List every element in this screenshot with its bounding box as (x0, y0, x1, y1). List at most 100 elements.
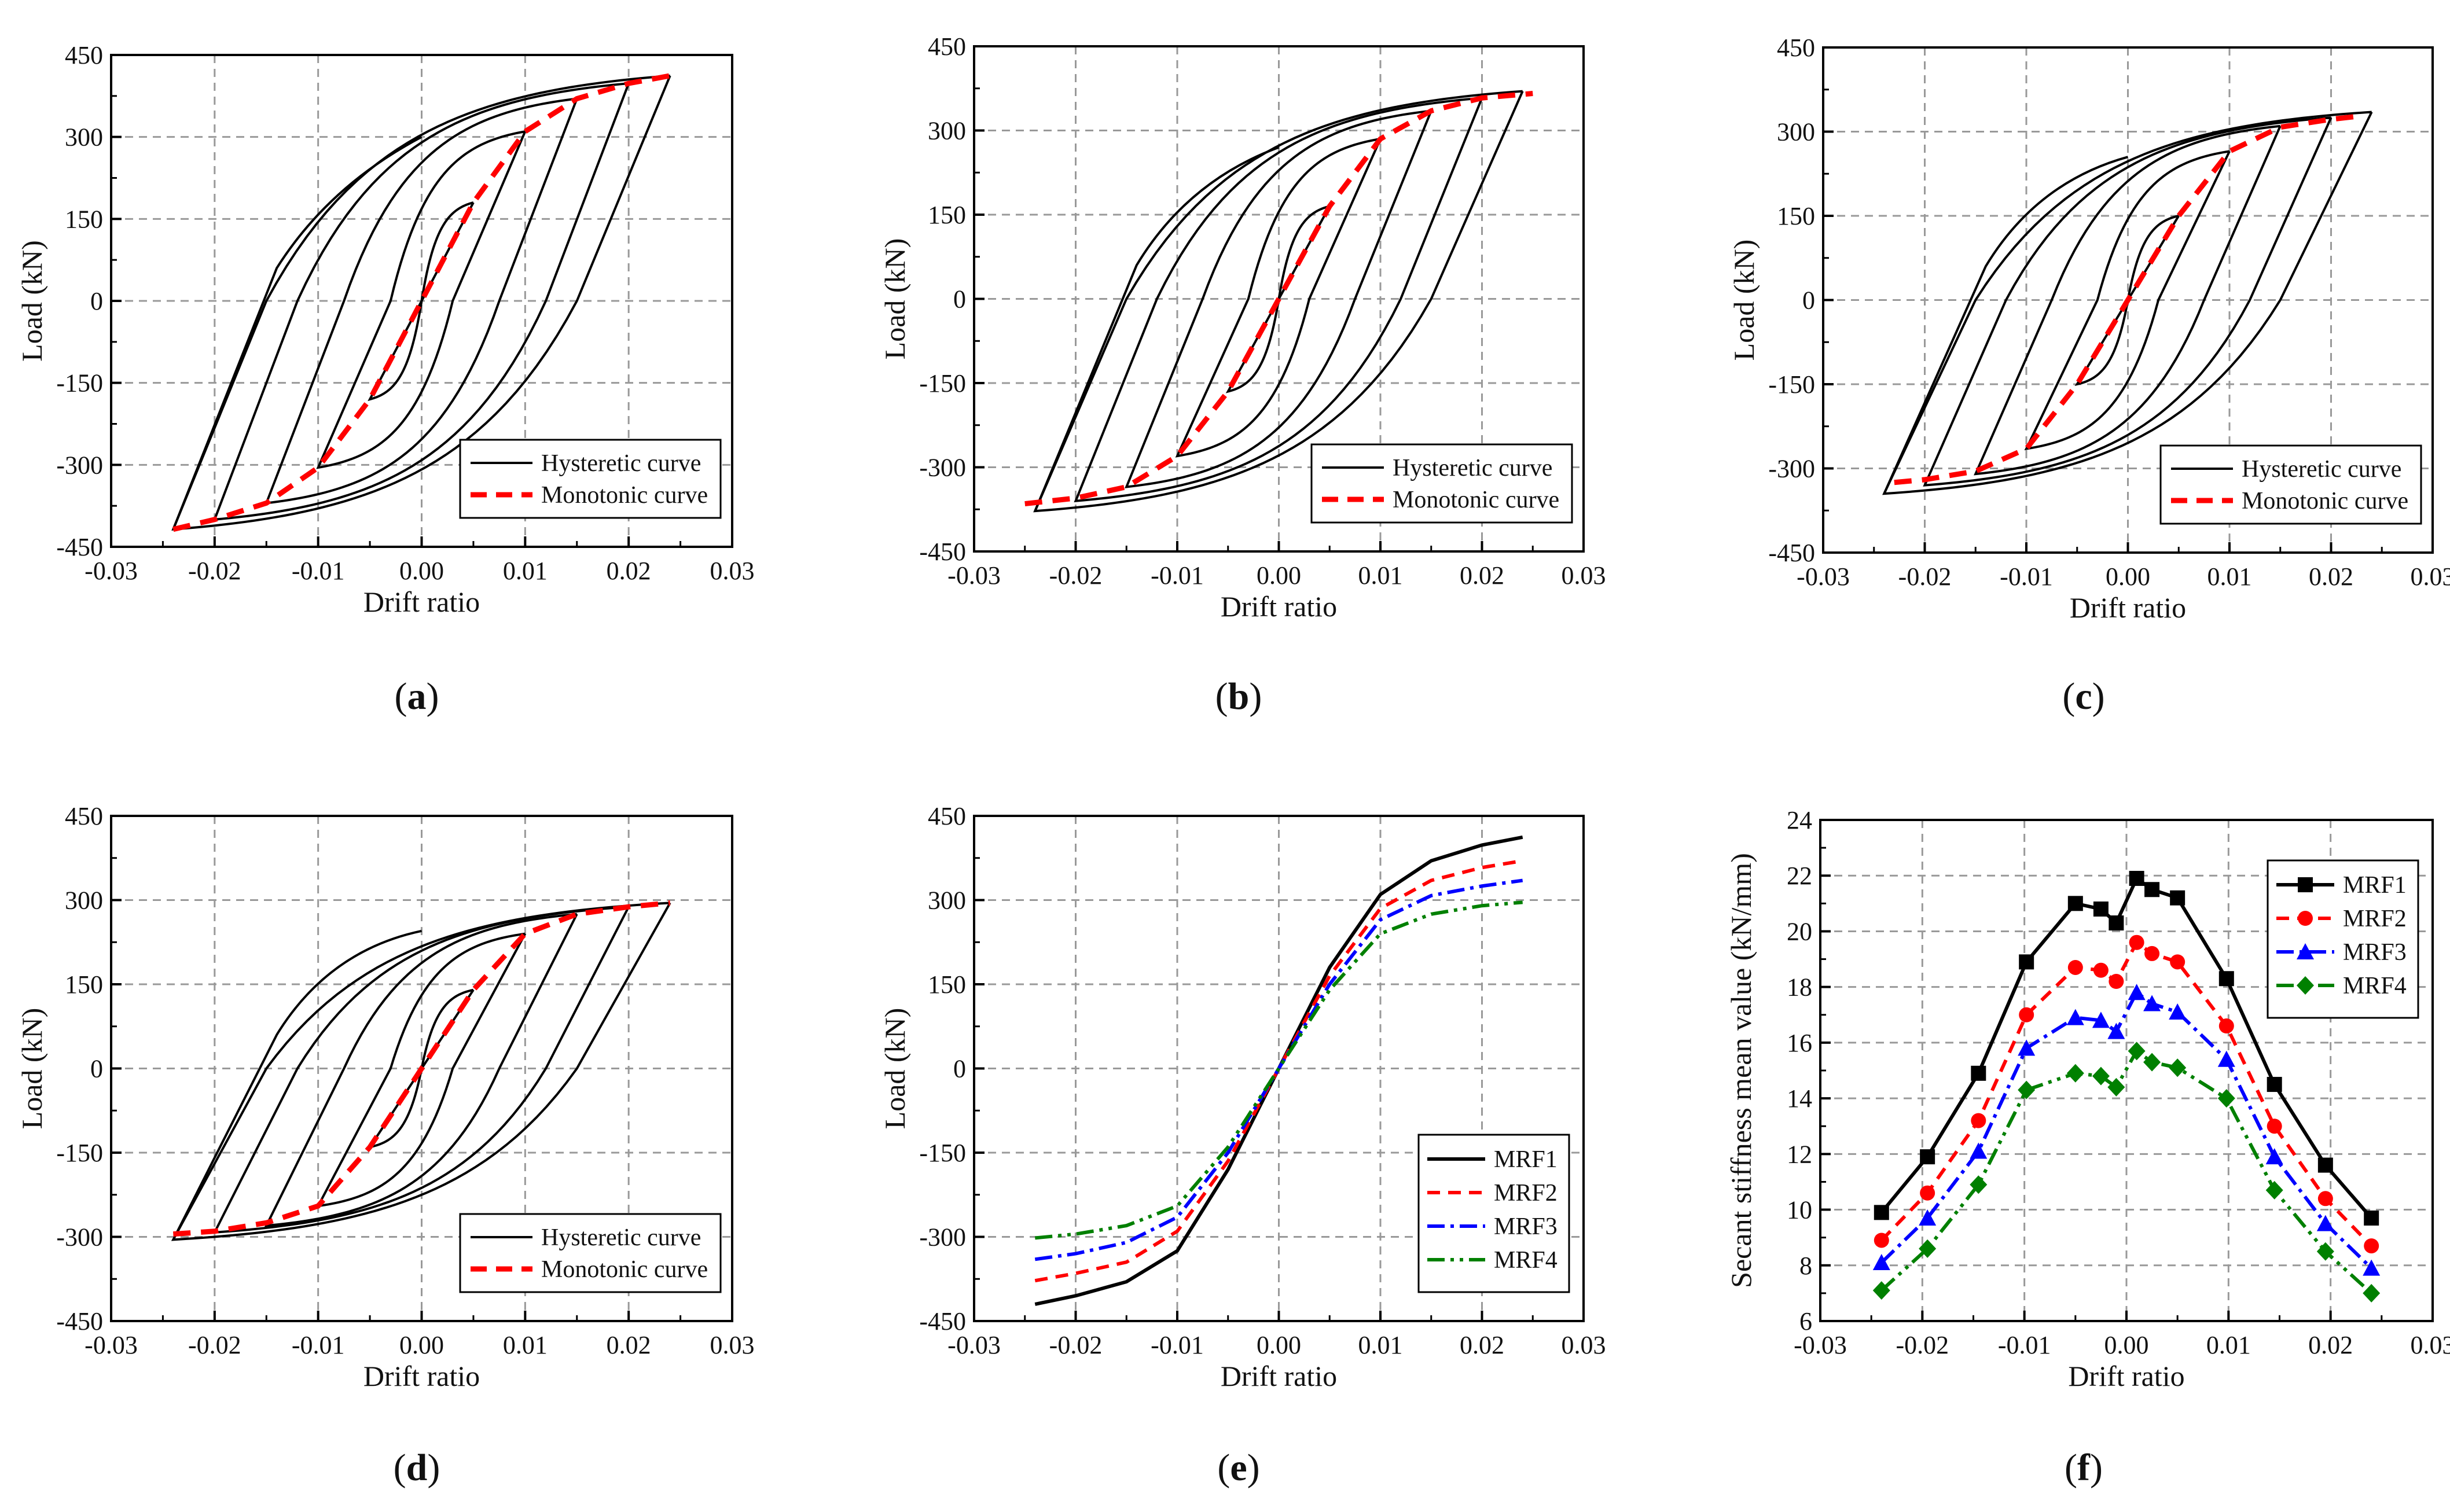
x-tick-label: 0.02 (2308, 1331, 2353, 1359)
x-tick-label: -0.03 (1797, 562, 1850, 591)
legend-box (2267, 859, 2419, 1019)
data-point-mrf2 (1920, 1185, 1935, 1201)
panel-caption-part: ( (1215, 675, 1228, 718)
data-point-mrf3 (2265, 1148, 2283, 1165)
data-point-mrf2 (2109, 974, 2124, 989)
data-point-mrf3 (1872, 1253, 1890, 1270)
y-tick-label: -450 (919, 1307, 966, 1336)
panel-caption-part: ) (427, 1447, 440, 1489)
data-point-mrf1 (2019, 954, 2034, 970)
x-tick-label: -0.02 (1896, 1331, 1949, 1359)
monotonic-curve (172, 900, 671, 1237)
y-tick-label: 18 (1787, 973, 1812, 1002)
data-point-mrf4 (1872, 1281, 1890, 1300)
x-tick-label: 0.01 (503, 1331, 548, 1359)
x-tick-label: 0.00 (1257, 1331, 1301, 1359)
y-tick-label: 0 (953, 285, 966, 314)
legend-label: MRF2 (1494, 1180, 1558, 1206)
legend-label: Hysteretic curve (541, 1224, 701, 1251)
data-point-mrf1 (2067, 896, 2083, 911)
y-tick-label: -300 (919, 1223, 966, 1252)
legend-box (459, 439, 722, 519)
data-point-mrf2 (2170, 954, 2185, 970)
y-tick-label: 0 (90, 287, 103, 315)
x-tick-label: -0.02 (1898, 562, 1952, 591)
panel-caption-part: ) (1247, 1447, 1260, 1489)
legend-label: MRF3 (2343, 939, 2407, 966)
y-tick-label: -150 (919, 369, 966, 398)
x-tick-label: -0.02 (188, 1331, 241, 1359)
y-tick-label: 22 (1787, 862, 1812, 890)
y-tick-label: 150 (928, 201, 966, 229)
panel-caption-part: e (1230, 1447, 1247, 1489)
hysteretic-initial-branch (172, 929, 422, 1241)
x-tick-label: 0.03 (1562, 561, 1606, 590)
legend-marker (2297, 943, 2314, 959)
x-tick-label: -0.01 (292, 1331, 345, 1359)
y-tick-label: 450 (65, 802, 103, 830)
x-tick-label: -0.01 (2000, 562, 2053, 591)
chart-panel-f: -0.03 -0.02 -0.01 0.00 0.01 0.02 0.03 6 8 10 12 14 1… (1725, 806, 2450, 1489)
panel-caption-part: a (407, 675, 427, 718)
data-point-mrf3 (2092, 1011, 2110, 1028)
x-tick-label: -0.01 (1998, 1331, 2051, 1359)
plot-frame (973, 815, 1585, 1322)
legend-label: Monotonic curve (541, 1256, 708, 1283)
panel-caption-part: b (1228, 675, 1250, 718)
data-point-mrf3 (2143, 995, 2161, 1011)
data-point-mrf4 (2107, 1077, 2125, 1097)
data-point-mrf2 (2317, 1191, 2333, 1206)
x-tick-label: -0.02 (188, 557, 241, 585)
x-tick-label: 0.00 (399, 1331, 444, 1359)
hysteretic-initial-branch (1883, 156, 2129, 494)
data-point-mrf2 (2364, 1238, 2379, 1254)
x-tick-label: 0.02 (607, 557, 651, 585)
y-tick-label: 150 (65, 970, 103, 999)
y-axis-title: Load (kN) (16, 240, 48, 362)
data-point-mrf1 (2109, 915, 2124, 931)
legend-label: Monotonic curve (541, 482, 708, 509)
y-tick-label: 450 (65, 41, 103, 69)
y-tick-label: 8 (1799, 1252, 1812, 1280)
x-tick-label: -0.03 (947, 561, 1001, 590)
hysteretic-loop (1074, 97, 1483, 502)
data-point-mrf1 (1874, 1205, 1889, 1220)
x-tick-label: 0.00 (2106, 562, 2150, 591)
y-tick-label: 150 (65, 205, 103, 233)
data-point-mrf3 (2107, 1022, 2125, 1039)
panel-caption: (a) (395, 675, 439, 718)
data-point-mrf1 (1920, 1149, 1935, 1165)
y-tick-label: 14 (1787, 1084, 1812, 1113)
y-tick-label: 0 (1802, 286, 1815, 315)
legend-label: MRF2 (2343, 906, 2407, 932)
x-tick-label: -0.03 (947, 1331, 1001, 1359)
plot-frame (110, 815, 733, 1322)
data-point-mrf3 (2066, 1009, 2084, 1025)
chart-panel-c: -0.03 -0.02 -0.01 0.00 0.01 0.02 0.03 -450 -300 -… (1728, 34, 2450, 718)
hysteretic-loop (1225, 205, 1331, 393)
x-tick-label: 0.00 (399, 557, 444, 585)
data-point-mrf4 (2128, 1042, 2146, 1061)
y-tick-label: 300 (928, 117, 966, 145)
x-tick-label: 0.01 (503, 557, 548, 585)
x-tick-label: -0.01 (1151, 561, 1204, 590)
y-tick-label: -150 (919, 1139, 966, 1167)
legend-box (459, 1213, 722, 1293)
y-tick-label: 300 (928, 886, 966, 915)
hysteretic-loop (171, 74, 671, 531)
y-tick-label: 12 (1787, 1140, 1812, 1168)
y-tick-label: -450 (56, 533, 103, 561)
hysteretic-initial-branch (1034, 146, 1280, 512)
data-point-mrf2 (2019, 1007, 2034, 1022)
data-point-mrf1 (2364, 1210, 2379, 1226)
panel-caption-part: d (406, 1447, 428, 1489)
legend-label: Monotonic curve (1393, 487, 1559, 513)
data-point-mrf4 (1919, 1239, 1937, 1258)
x-axis-title: Drift ratio (2070, 591, 2186, 624)
y-tick-label: -450 (919, 538, 966, 566)
data-point-mrf4 (2316, 1242, 2334, 1261)
panel-caption-part: ( (2062, 675, 2075, 718)
y-tick-label: 300 (1777, 118, 1815, 146)
x-tick-label: 0.03 (710, 557, 755, 585)
chart-panel-b: -0.03 -0.02 -0.01 0.00 0.01 0.02 0.03 -450 -300 -… (879, 32, 1606, 718)
